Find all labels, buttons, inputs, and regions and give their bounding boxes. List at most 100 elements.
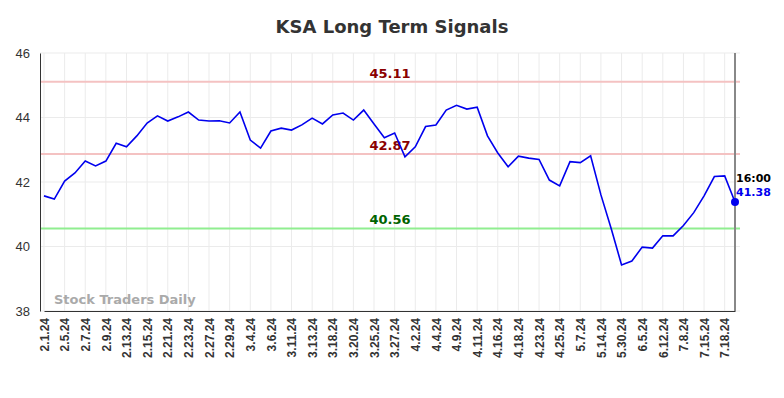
x-tick: 2.7.24: [79, 311, 93, 351]
x-tick: 5.14.24: [595, 311, 609, 358]
y-tick: 38: [16, 304, 40, 319]
y-tick: 46: [16, 46, 40, 61]
x-tick-label: 4.23.24: [533, 318, 547, 358]
grid-line: [40, 246, 740, 247]
x-tick: 2.29.24: [223, 311, 237, 358]
y-tick-label: 46: [16, 46, 30, 61]
reference-line: [40, 81, 740, 83]
x-tick-label: 3.25.24: [368, 318, 382, 358]
reference-label: 42.87: [369, 138, 410, 153]
series-line: [44, 105, 735, 265]
x-tick-label: 7.8.24: [677, 318, 691, 352]
x-tick-label: 4.2.24: [409, 318, 423, 352]
y-tick-label: 38: [16, 304, 30, 319]
y-tick-label: 40: [16, 239, 30, 254]
x-tick: 4.25.24: [553, 311, 567, 358]
x-tick: 6.12.24: [657, 311, 671, 358]
x-axis-line: [45, 311, 736, 312]
x-tick-label: 3.20.24: [347, 318, 361, 358]
x-tick: 4.2.24: [409, 311, 423, 351]
last-point: [731, 198, 739, 206]
x-tick-label: 2.21.24: [161, 318, 175, 358]
x-tick-label: 4.16.24: [491, 318, 505, 358]
grid-line: [40, 182, 740, 183]
title: KSA Long Term Signals: [276, 16, 509, 37]
x-tick-label: 6.12.24: [657, 318, 671, 358]
x-tick: 2.9.24: [100, 311, 114, 351]
x-tick: 3.11.24: [285, 311, 299, 357]
x-tick-label: 5.30.24: [615, 318, 629, 358]
reference-lines: [40, 82, 740, 229]
y-tick: 40: [16, 239, 40, 254]
x-tick-label: 7.15.24: [698, 318, 712, 358]
x-tick: 6.5.24: [636, 311, 650, 351]
watermark: Stock Traders Daily: [54, 292, 196, 307]
x-tick-label: 3.11.24: [285, 318, 299, 358]
x-tick: 3.13.24: [306, 311, 320, 358]
series: [44, 105, 739, 265]
x-tick: 5.30.24: [615, 311, 629, 358]
last-value-label: 41.38: [736, 186, 771, 199]
x-tick-label: 4.4.24: [430, 318, 444, 352]
x-tick-label: 4.25.24: [553, 318, 567, 358]
x-tick-label: 7.18.24: [718, 318, 732, 358]
y-axis: 38 40 42 44 46: [16, 46, 41, 319]
x-tick: 2.27.24: [203, 311, 217, 358]
reference-label: 40.56: [369, 212, 410, 227]
y-tick: 44: [16, 110, 40, 125]
grid-line: [40, 53, 740, 54]
x-tick-label: 4.18.24: [512, 318, 526, 358]
x-tick: 3.4.24: [244, 311, 258, 351]
x-tick: 4.4.24: [430, 311, 444, 351]
x-tick: 2.21.24: [161, 311, 175, 358]
grid-line: [40, 117, 740, 118]
x-tick: 3.25.24: [368, 311, 382, 358]
x-tick: 4.18.24: [512, 311, 526, 358]
x-tick-label: 2.27.24: [203, 318, 217, 358]
x-tick: 7.15.24: [698, 311, 712, 358]
x-tick-label: 3.13.24: [306, 318, 320, 358]
x-tick-label: 3.27.24: [388, 318, 402, 358]
x-tick: 2.23.24: [182, 311, 196, 358]
x-tick-label: 2.9.24: [100, 318, 114, 352]
x-tick: 4.23.24: [533, 311, 547, 358]
x-tick-label: 2.23.24: [182, 318, 196, 358]
x-tick-label: 5.14.24: [595, 318, 609, 358]
x-tick-label: 5.7.24: [574, 318, 588, 352]
x-tick-label: 3.6.24: [265, 318, 279, 352]
grid-line: [40, 311, 740, 312]
x-tick: 4.9.24: [450, 311, 464, 351]
x-tick-label: 2.13.24: [120, 318, 134, 358]
x-tick-label: 4.9.24: [450, 318, 464, 352]
x-tick: 4.11.24: [471, 311, 485, 357]
x-tick-label: 3.18.24: [326, 318, 340, 358]
reference-line: [40, 153, 740, 155]
x-axis: 2.1.24 2.5.24 2.7.24 2.9.24 2.13.24 2.15.24 2.…: [38, 311, 736, 358]
reference-label: 45.11: [369, 66, 410, 81]
x-tick: 2.1.24: [38, 311, 52, 351]
time-label: 16:00: [736, 172, 771, 185]
x-tick: 2.5.24: [58, 311, 72, 351]
x-tick: 3.20.24: [347, 311, 361, 358]
x-tick-label: 6.5.24: [636, 318, 650, 352]
x-tick: 3.6.24: [265, 311, 279, 351]
x-tick: 2.15.24: [141, 311, 155, 358]
y-tick: 42: [16, 175, 40, 190]
x-tick-label: 2.15.24: [141, 318, 155, 358]
x-tick: 3.27.24: [388, 311, 402, 358]
x-tick: 7.8.24: [677, 311, 691, 351]
x-tick: 7.18.24: [718, 311, 732, 358]
x-tick-label: 2.5.24: [58, 318, 72, 352]
x-tick: 3.18.24: [326, 311, 340, 358]
x-tick-label: 2.29.24: [223, 318, 237, 358]
y-tick-label: 44: [16, 110, 30, 125]
x-tick-label: 4.11.24: [471, 318, 485, 358]
x-tick-label: 3.4.24: [244, 318, 258, 352]
x-tick: 2.13.24: [120, 311, 134, 358]
plot: 45.1142.8740.562.1.242.5.242.7.242.9.242…: [16, 46, 772, 358]
y-axis-line: [40, 54, 41, 312]
x-tick: 4.16.24: [491, 311, 505, 358]
x-tick: 5.7.24: [574, 311, 588, 351]
y-tick-label: 42: [16, 175, 30, 190]
reference-line: [40, 227, 740, 229]
